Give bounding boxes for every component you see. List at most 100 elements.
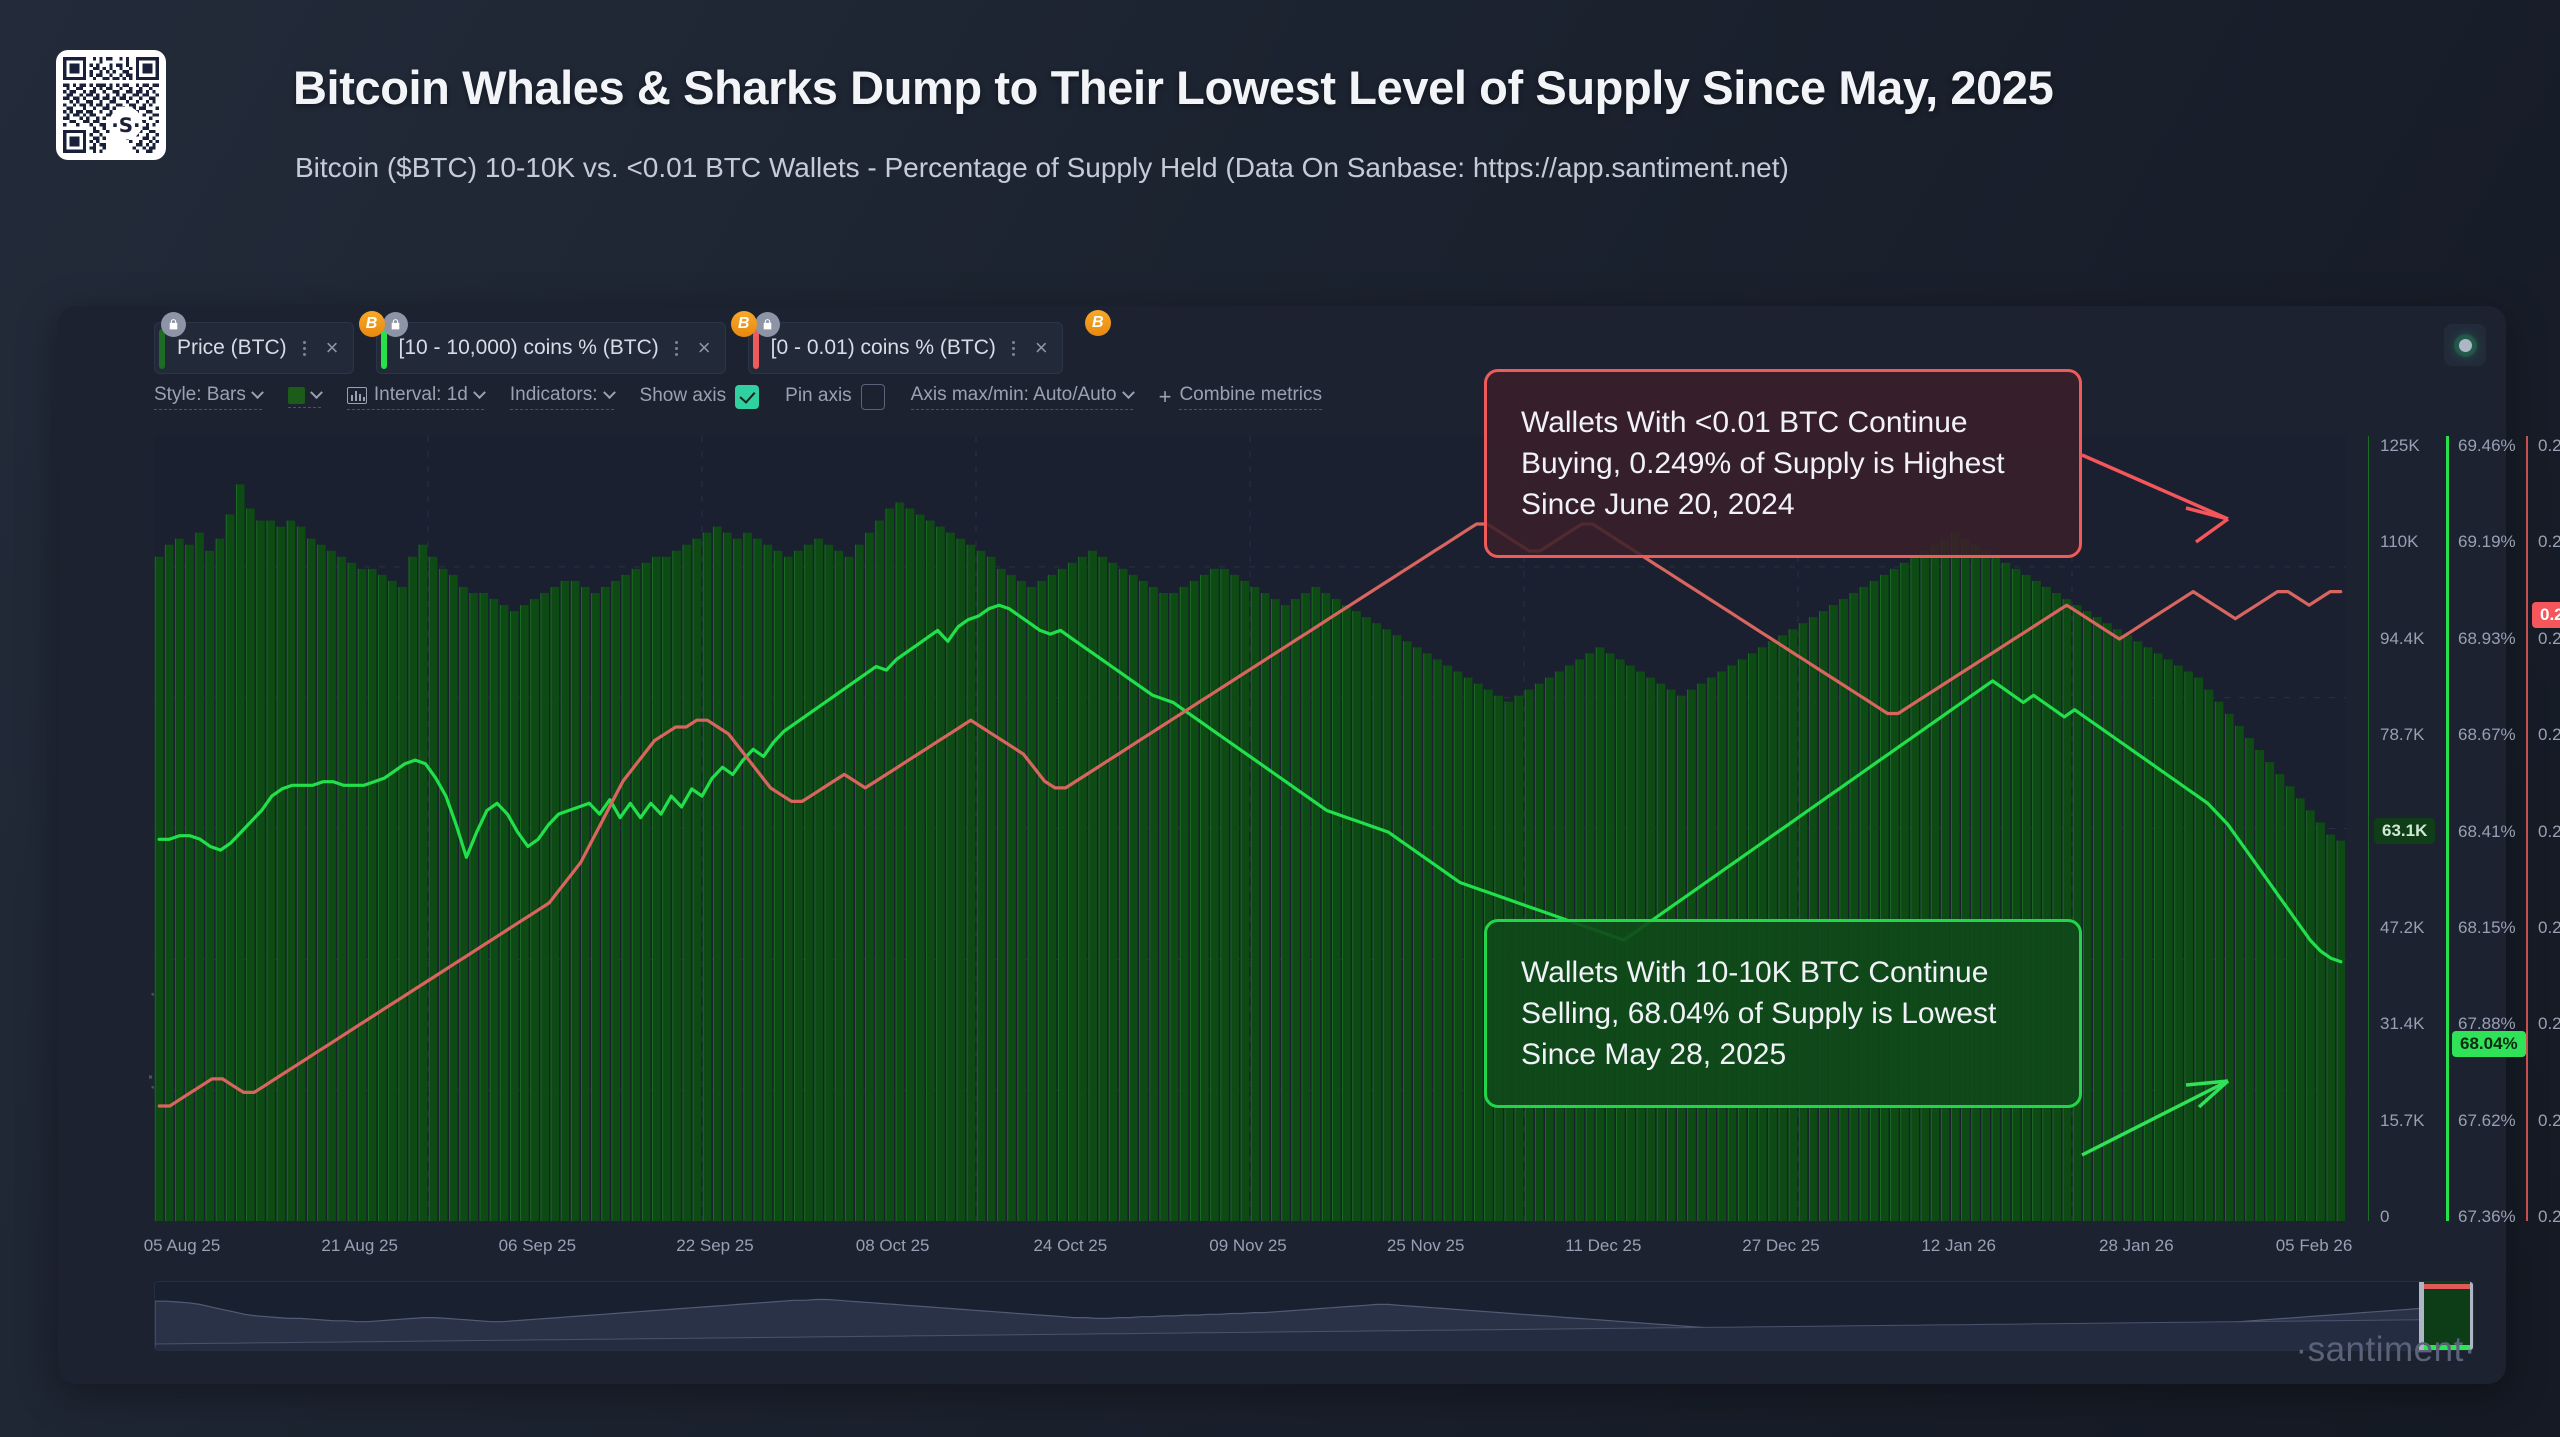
- style-selector[interactable]: Style: Bars: [154, 384, 264, 410]
- axis-current-value-badge: 68.04%: [2452, 1031, 2526, 1057]
- axis-tick-label: 0.251%: [2538, 436, 2560, 455]
- show-axis-label: Show axis: [639, 384, 727, 406]
- x-axis-tick-label: 25 Nov 25: [1386, 1236, 1465, 1255]
- page-title: Bitcoin Whales & Sharks Dump to Their Lo…: [293, 61, 2054, 114]
- axis-tick-label: 68.93%: [2458, 628, 2516, 648]
- close-icon[interactable]: ×: [1034, 335, 1048, 360]
- axis-tick-label: 125K: [2380, 436, 2420, 455]
- metric-color-stripe: [159, 329, 165, 369]
- annotation-green: Wallets With 10-10K BTC Continue Selling…: [1484, 919, 2082, 1109]
- axis-tick-label: 0.247%: [2538, 725, 2560, 745]
- checkbox-checked-icon[interactable]: [735, 385, 760, 409]
- chevron-down-icon: [251, 385, 264, 399]
- combine-metrics-label: Combine metrics: [1179, 384, 1322, 405]
- style-label: Style: Bars: [154, 384, 246, 405]
- axis-tick-label: 68.67%: [2458, 725, 2516, 745]
- axis-tick-label: 0.243%: [2538, 1014, 2560, 1034]
- bitcoin-icon: B: [730, 311, 757, 337]
- page-subtitle: Bitcoin ($BTC) 10-10K vs. <0.01 BTC Wall…: [295, 152, 1789, 183]
- metric-tab-0-001[interactable]: B [0 - 0.01) coins % (BTC) ×: [730, 311, 1063, 374]
- axis-tick-label: 15.7K: [2380, 1110, 2425, 1130]
- axis-tick-label: 78.7K: [2380, 725, 2425, 745]
- annotation-red-text: Wallets With <0.01 BTC Continue Buying, …: [1521, 406, 2005, 522]
- chevron-down-icon: [310, 385, 323, 399]
- x-axis-tick-label: 08 Oct 25: [855, 1236, 930, 1255]
- axis-tick-label: 0.24%: [2538, 1207, 2560, 1226]
- x-axis-tick-label: 24 Oct 25: [1033, 1236, 1108, 1255]
- axis-line-small: [2526, 436, 2528, 1221]
- x-axis-tick-label: 05 Aug 25: [143, 1236, 221, 1255]
- axis-tick-label: 69.46%: [2458, 436, 2516, 455]
- metric-tabs: Price (BTC) × B [10 - 10,000) coins % (B…: [154, 310, 1111, 374]
- metric-menu-icon[interactable]: [674, 339, 678, 357]
- indicators-selector[interactable]: Indicators:: [509, 384, 616, 410]
- axis-tick-label: 0.244%: [2538, 917, 2560, 937]
- metric-tab-label: [10 - 10,000) coins % (BTC): [398, 336, 659, 359]
- axis-current-value-badge: 0.249%: [2532, 602, 2560, 628]
- metric-tab-10-10000[interactable]: B [10 - 10,000) coins % (BTC) ×: [358, 311, 726, 374]
- plus-icon: +: [1158, 384, 1172, 409]
- x-axis-tick-label: 09 Nov 25: [1209, 1236, 1287, 1255]
- lock-icon: [161, 312, 186, 337]
- range-minimap[interactable]: [154, 1281, 2474, 1351]
- axis-tick-label: 0: [2380, 1207, 2390, 1226]
- combine-metrics-button[interactable]: + Combine metrics: [1159, 384, 1322, 410]
- indicators-label: Indicators:: [509, 384, 598, 405]
- axis-tick-label: 110K: [2380, 532, 2419, 552]
- close-icon[interactable]: ×: [325, 335, 339, 360]
- close-icon[interactable]: ×: [697, 335, 711, 360]
- axis-tick-label: 67.88%: [2458, 1014, 2516, 1034]
- x-axis-tick-label: 05 Feb 26: [2275, 1236, 2353, 1255]
- axis-line-whales: [2446, 436, 2449, 1221]
- axis-tick-label: 31.4K: [2380, 1014, 2425, 1034]
- x-axis-tick-label: 06 Sep 25: [498, 1236, 577, 1255]
- axis-tick-label: 0.249%: [2538, 628, 2560, 648]
- axis-tick-label: 0.25%: [2538, 532, 2560, 552]
- axis-tick-label: 67.62%: [2458, 1110, 2516, 1130]
- chevron-down-icon: [602, 385, 616, 399]
- qr-code-icon: ·S·: [56, 50, 166, 160]
- chart-toolbar: Style: Bars Interval: 1d Indicators: Sho…: [154, 384, 1348, 410]
- x-axis-tick-label: 11 Dec 25: [1565, 1236, 1642, 1255]
- checkbox-unchecked-icon[interactable]: [860, 384, 885, 410]
- x-axis-tick-label: 22 Sep 25: [676, 1236, 754, 1255]
- metric-menu-icon[interactable]: [1011, 339, 1015, 357]
- x-axis-tick-label: 27 Dec 25: [1742, 1236, 1820, 1255]
- lock-icon: [754, 312, 780, 337]
- axis-tick-label: 67.36%: [2458, 1207, 2516, 1226]
- axis-tick-label: 69.19%: [2458, 532, 2516, 552]
- pin-axis-label: Pin axis: [785, 384, 852, 406]
- plot-area: ·santiment· 125K110K94.4K78.7K63.1K47.2K…: [58, 436, 2560, 1256]
- header: ·S· Bitcoin Whales & Sharks Dump to Thei…: [0, 0, 2560, 295]
- color-swatch: [287, 386, 305, 404]
- show-axis-toggle[interactable]: Show axis: [640, 385, 760, 410]
- axis-current-value-badge: 63.1K: [2374, 818, 2436, 844]
- annotation-green-text: Wallets With 10-10K BTC Continue Selling…: [1521, 956, 1997, 1072]
- interval-selector[interactable]: Interval: 1d: [346, 384, 486, 410]
- metric-tab-label: Price (BTC): [177, 336, 287, 359]
- x-axis: 05 Aug 25 21 Aug 25 06 Sep 25 22 Sep 25 08 O…: [144, 1236, 2353, 1266]
- metric-tab-price[interactable]: Price (BTC) ×: [154, 312, 354, 374]
- annotation-red: Wallets With <0.01 BTC Continue Buying, …: [1484, 369, 2082, 559]
- bitcoin-icon: B: [1084, 310, 1111, 336]
- x-axis-tick-label: 28 Jan 26: [2098, 1236, 2174, 1255]
- chevron-down-icon: [473, 385, 486, 399]
- live-indicator-icon[interactable]: [2444, 324, 2486, 366]
- axis-tick-label: 68.15%: [2458, 917, 2516, 937]
- chevron-down-icon: [1121, 385, 1135, 399]
- axis-tick-label: 68.41%: [2458, 821, 2516, 841]
- metric-menu-icon[interactable]: [302, 339, 306, 357]
- axis-tick-label: 0.246%: [2538, 821, 2560, 841]
- x-axis-tick-label: 21 Aug 25: [321, 1236, 398, 1255]
- color-selector[interactable]: [287, 385, 323, 408]
- x-axis-tick-label: 12 Jan 26: [1921, 1236, 1996, 1255]
- metric-color-stripe: [380, 329, 387, 369]
- bitcoin-icon: B: [358, 311, 385, 337]
- axis-minmax-selector[interactable]: Axis max/min: Auto/Auto: [910, 384, 1135, 410]
- lock-icon: [382, 312, 408, 337]
- pin-axis-toggle[interactable]: Pin axis: [785, 384, 885, 410]
- chart-card: Price (BTC) × B [10 - 10,000) coins % (B…: [58, 306, 2560, 1384]
- axis-line-price: [2368, 436, 2369, 1221]
- axis-tick-label: 0.241%: [2538, 1110, 2560, 1130]
- metric-color-stripe: [752, 329, 759, 369]
